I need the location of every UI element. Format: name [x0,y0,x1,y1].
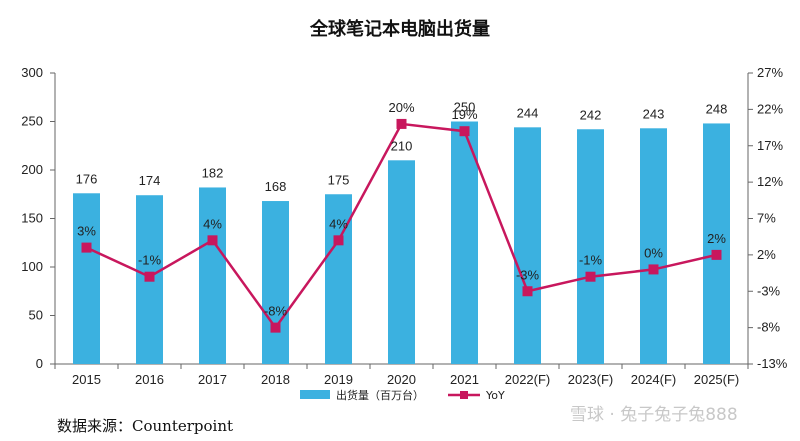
y-tick-label: 50 [29,308,43,323]
y2-tick-label: 7% [757,211,776,226]
x-tick-label: 2017 [198,372,227,387]
bar [577,129,604,364]
bar-series [73,121,730,364]
y2-tick-label: -13% [757,356,788,371]
y-tick-label: 250 [21,114,43,129]
yoy-value-label: -1% [579,253,603,268]
y-tick-label: 0 [36,356,43,371]
bar-value-label: 175 [328,172,350,187]
x-tick-label: 2018 [261,372,290,387]
y-tick-label: 200 [21,162,43,177]
yoy-value-label: 20% [388,100,414,115]
bar-value-label: 250 [454,100,476,115]
yoy-marker [396,118,407,129]
x-tick-label: 2023(F) [568,372,614,387]
y2-tick-label: 12% [757,174,783,189]
bar-value-label: 248 [706,101,728,116]
yoy-value-label: 3% [77,224,96,239]
y2-tick-label: -3% [757,283,781,298]
y-tick-label: 100 [21,259,43,274]
yoy-marker [144,271,155,282]
yoy-marker [333,235,344,246]
y2-tick-label: 22% [757,101,783,116]
yoy-marker [522,286,533,297]
bar [514,127,541,364]
x-tick-label: 2025(F) [694,372,740,387]
yoy-value-label: -1% [138,253,162,268]
bar [199,187,226,364]
yoy-value-label: -3% [516,267,540,282]
y-tick-label: 150 [21,211,43,226]
yoy-marker [585,271,596,282]
bar-value-label: 174 [139,173,161,188]
bar [73,193,100,364]
yoy-value-label: 2% [707,231,726,246]
y2-tick-label: 2% [757,247,776,262]
yoy-marker [648,264,659,275]
chart-legend: 出货量（百万台） YoY [300,388,505,402]
yoy-marker [207,235,218,246]
yoy-marker [459,126,470,137]
watermark: 雪球 · 兔子兔子兔888 [570,405,738,425]
yoy-value-label: -8% [264,304,288,319]
yoy-value-label: 19% [451,107,477,122]
x-tick-label: 2022(F) [505,372,551,387]
x-tick-label: 2021 [450,372,479,387]
bar-value-label: 182 [202,165,224,180]
yoy-value-label: 4% [329,216,348,231]
x-tick-label: 2015 [72,372,101,387]
bar-value-label: 176 [76,171,98,186]
legend-marker-yoy [460,391,468,399]
yoy-marker [81,242,92,253]
legend-swatch-shipments [300,390,330,399]
x-tick-label: 2020 [387,372,416,387]
yoy-value-label: 4% [203,216,222,231]
bar [640,128,667,364]
legend-label-yoy: YoY [485,389,505,402]
bar-value-label: 242 [580,107,602,122]
y-tick-label: 300 [21,65,43,80]
x-tick-label: 2019 [324,372,353,387]
bar [388,160,415,364]
x-tick-label: 2024(F) [631,372,677,387]
legend-label-shipments: 出货量（百万台） [336,388,424,402]
yoy-marker [711,249,722,260]
x-tick-label: 2016 [135,372,164,387]
bar-value-label: 210 [391,138,413,153]
chart-title: 全球笔记本电脑出货量 [309,18,490,40]
chart-axes: 0 50 100 150 200 250 300 -13% -8% -3% 2% 7% 12% 17% 22… [21,65,787,387]
y2-tick-label: 17% [757,138,783,153]
y2-tick-label: -8% [757,320,781,335]
bar [703,123,730,364]
source-note: 数据来源：Counterpoint [57,417,233,435]
bar [262,201,289,364]
bar-value-label: 243 [643,106,665,121]
bar-value-label: 244 [517,105,539,120]
yoy-marker [270,322,281,333]
bar-value-label: 168 [265,179,287,194]
yoy-series [81,118,722,333]
data-labels: 176 174 182 168 175 210 250 244 242 243 248 3% -1% 4%… [76,100,728,319]
bar [451,121,478,364]
y2-tick-label: 27% [757,65,783,80]
yoy-value-label: 0% [644,245,663,260]
